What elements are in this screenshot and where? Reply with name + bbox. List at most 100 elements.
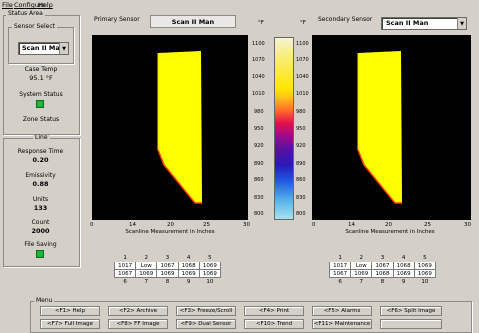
table-cell: 1069 — [177, 269, 200, 278]
emissivity-value: 0.88 — [32, 180, 49, 188]
table-cell: 1069 — [198, 261, 222, 270]
split-image-button[interactable]: <F6> Split Image — [380, 306, 442, 316]
primary-x-tick: 20 — [167, 222, 174, 228]
menu-file[interactable]: File — [2, 1, 13, 9]
help-button[interactable]: <F1> Help — [40, 306, 100, 316]
units-label: Units — [32, 196, 49, 203]
table-row: 1017 Low 1067 1068 1069 — [328, 261, 437, 270]
colorbar-tick: 860 — [254, 177, 264, 183]
primary-edge-gradient — [157, 149, 202, 204]
chevron-down-icon[interactable]: ▼ — [59, 43, 68, 54]
table-cell: 7 — [135, 277, 158, 286]
table-cell: 2 — [135, 253, 158, 262]
colorbar-tick: 950 — [296, 126, 306, 132]
colorbar-tick: 980 — [254, 109, 264, 115]
table-cell: 9 — [177, 277, 200, 286]
file-saving-label: File Saving — [24, 241, 57, 248]
table-cell: 1069 — [135, 269, 158, 278]
table-cell: 1069 — [156, 269, 179, 278]
primary-x-tick: 0 — [90, 222, 94, 228]
table-cell: 1017 — [328, 261, 352, 270]
menu-group-title: Menu — [34, 297, 55, 304]
table-row: 1017 Low 1067 1068 1069 — [113, 261, 222, 270]
table-header-row: 1 2 3 4 5 — [328, 253, 437, 262]
primary-thermal-image — [157, 51, 202, 204]
zone-status-label: Zone Status — [22, 116, 60, 123]
secondary-sensor-label: Secondary Sensor — [318, 16, 373, 23]
colorbar-tick: 1070 — [252, 57, 265, 63]
secondary-thermal-image — [357, 51, 402, 204]
status-area-title: Status Area — [6, 10, 45, 17]
colorbar-tick: 980 — [296, 109, 306, 115]
colorbar-tick: 1010 — [252, 91, 265, 97]
table-cell: 1067 — [156, 261, 179, 270]
count-label: Count — [31, 219, 50, 226]
table-header-row: 6 7 8 9 10 — [328, 277, 437, 286]
table-header-row: 1 2 3 4 5 — [113, 253, 222, 262]
table-cell: 1067 — [328, 269, 352, 278]
ff-image-button[interactable]: <F8> FF Image — [108, 319, 168, 329]
colorbar-tick: 890 — [254, 161, 264, 167]
secondary-x-tick: 30 — [464, 222, 471, 228]
response-time-value: 0.20 — [32, 156, 49, 164]
trend-button[interactable]: <F10> Trend — [244, 319, 304, 329]
menu-configure[interactable]: Configure — [14, 1, 46, 9]
primary-sensor-label: Primary Sensor — [94, 16, 140, 23]
colorbar-tick: 890 — [296, 161, 306, 167]
case-temp-value: 95.1 °F — [29, 74, 53, 82]
colorbar-tick: 1100 — [252, 41, 265, 47]
emissivity-label: Emissivity — [25, 172, 56, 179]
colorbar-tick: 920 — [254, 143, 264, 149]
colorbar-tick: 1100 — [296, 41, 309, 47]
dual-sensor-button[interactable]: <F9> Dual Sensor — [176, 319, 236, 329]
table-cell: 6 — [113, 277, 137, 286]
table-cell: 1068 — [371, 269, 394, 278]
table-cell: 1069 — [413, 261, 437, 270]
full-image-button[interactable]: <F7> Full Image — [40, 319, 100, 329]
units-value: 133 — [33, 204, 48, 212]
table-cell: 2 — [350, 253, 373, 262]
secondary-sensor-value: Scan II Man — [386, 19, 429, 27]
table-cell: 8 — [156, 277, 179, 286]
file-saving-indicator — [36, 250, 44, 258]
table-cell: 1 — [328, 253, 352, 262]
colorbar-unit-left: °F — [258, 20, 264, 26]
table-cell: 10 — [198, 277, 222, 286]
table-cell: 5 — [198, 253, 222, 262]
blank-button[interactable] — [380, 319, 442, 329]
alarms-button[interactable]: <F5> Alarms — [312, 306, 372, 316]
print-button[interactable]: <F4> Print — [244, 306, 304, 316]
secondary-x-tick: 0 — [312, 222, 316, 228]
table-cell: 6 — [328, 277, 352, 286]
secondary-edge-gradient — [357, 149, 402, 204]
maintenance-button[interactable]: <F11> Maintenance — [312, 319, 372, 329]
archive-button[interactable]: <F2> Archive — [108, 306, 168, 316]
primary-sensor-title: Scan II Man — [150, 15, 236, 28]
secondary-zone-table: 1 2 3 4 5 1017 Low 1067 1068 1069 1067 1… — [328, 253, 437, 286]
primary-x-tick: 30 — [243, 222, 250, 228]
primary-thermal-plot — [92, 35, 248, 220]
case-temp-label: Case Temp — [24, 66, 58, 73]
colorbar-tick: 950 — [254, 126, 264, 132]
temperature-color-bar — [274, 37, 294, 220]
sensor-select-combo[interactable]: Scan II Man ▼ — [18, 42, 69, 55]
line-group-title: Line — [33, 134, 50, 141]
table-cell: 4 — [177, 253, 200, 262]
table-cell: 4 — [392, 253, 415, 262]
colorbar-tick: 800 — [254, 211, 264, 217]
freeze-scroll-button[interactable]: <F3> Freeze/Scroll — [176, 306, 236, 316]
table-cell: 10 — [413, 277, 437, 286]
chevron-down-icon[interactable]: ▼ — [457, 18, 466, 29]
colorbar-tick: 860 — [296, 177, 306, 183]
table-cell: 1069 — [198, 269, 222, 278]
table-cell: 1 — [113, 253, 137, 262]
menu-help[interactable]: Help — [38, 1, 53, 9]
colorbar-tick: 1040 — [296, 74, 309, 80]
table-cell: Low — [135, 261, 158, 270]
secondary-sensor-combo[interactable]: Scan II Man ▼ — [381, 17, 467, 30]
table-cell: 3 — [156, 253, 179, 262]
secondary-thermal-plot — [312, 35, 471, 220]
colorbar-tick: 920 — [296, 143, 306, 149]
count-value: 2000 — [31, 227, 50, 235]
colorbar-tick: 830 — [254, 195, 264, 201]
